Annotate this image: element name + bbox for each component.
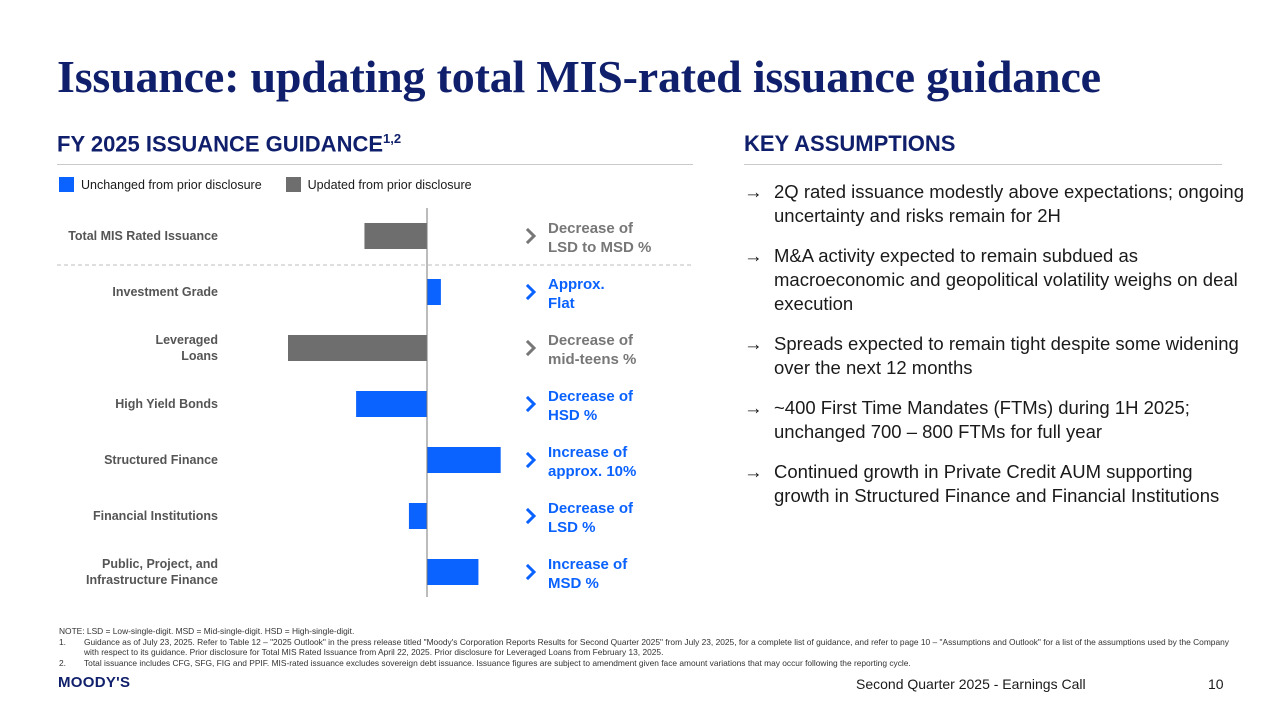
chevron-right-icon	[525, 507, 537, 525]
category-label: Leveraged Loans	[155, 333, 218, 363]
legend-item-unchanged: Unchanged from prior disclosure	[59, 177, 262, 192]
slide-title: Issuance: updating total MIS-rated issua…	[57, 51, 1101, 102]
bar	[427, 279, 441, 305]
assumptions-heading: KEY ASSUMPTIONS	[744, 131, 956, 156]
assumption-item: → 2Q rated issuance modestly above expect…	[744, 180, 1244, 228]
category-label: High Yield Bonds	[115, 397, 218, 411]
category-label: Investment Grade	[112, 285, 218, 299]
footnotes: NOTE: LSD = Low-single-digit. MSD = Mid-…	[59, 626, 1229, 668]
guidance-heading: FY 2025 ISSUANCE GUIDANCE1,2	[57, 131, 401, 157]
arrow-icon: →	[744, 397, 763, 418]
footnote-1: 1. Guidance as of July 23, 2025. Refer t…	[59, 637, 1229, 658]
issuance-guidance-chart: Total MIS Rated Issuance Decrease of LSD t…	[57, 208, 693, 597]
footnote-1-text: Guidance as of July 23, 2025. Refer to T…	[84, 636, 1229, 658]
assumption-item: → Spreads expected to remain tight despit…	[744, 332, 1244, 380]
bar	[288, 335, 427, 361]
chevron-right-icon	[525, 339, 537, 357]
footnote-2-number: 2.	[59, 657, 66, 668]
guidance-heading-rule	[57, 164, 693, 165]
arrow-icon: →	[744, 181, 763, 202]
chevron-right-icon	[525, 227, 537, 245]
guidance-label: Decrease of LSD to MSD %	[548, 220, 651, 256]
legend-swatch-unchanged	[59, 177, 74, 192]
chart-legend: Unchanged from prior disclosure Updated …	[59, 177, 496, 192]
assumption-text: Spreads expected to remain tight despite…	[774, 333, 1239, 378]
assumption-item: → Continued growth in Private Credit AUM …	[744, 460, 1244, 508]
footnote-1-number: 1.	[59, 636, 66, 647]
arrow-icon: →	[744, 461, 763, 482]
guidance-label: Decrease of HSD %	[548, 388, 634, 424]
category-label: Total MIS Rated Issuance	[68, 229, 218, 243]
footer-text: Second Quarter 2025 - Earnings Call	[856, 676, 1086, 692]
chevron-right-icon	[525, 563, 537, 581]
guidance-label: Increase of approx. 10%	[548, 444, 636, 480]
legend-label-updated: Updated from prior disclosure	[307, 177, 472, 192]
assumptions-list: → 2Q rated issuance modestly above expect…	[744, 180, 1244, 524]
chevron-right-icon	[525, 395, 537, 413]
assumptions-heading-rule	[744, 164, 1222, 165]
guidance-heading-superscript: 1,2	[383, 131, 402, 146]
bar	[364, 223, 427, 249]
legend-label-unchanged: Unchanged from prior disclosure	[81, 177, 262, 192]
legend-item-updated: Updated from prior disclosure	[285, 177, 472, 192]
arrow-icon: →	[744, 245, 763, 266]
legend-swatch-updated	[285, 177, 301, 192]
category-label: Public, Project, and Infrastructure Finan…	[86, 557, 218, 587]
assumption-item: → M&A activity expected to remain subdued…	[744, 244, 1244, 316]
guidance-label: Approx. Flat	[548, 276, 605, 312]
assumption-item: → ~400 First Time Mandates (FTMs) during …	[744, 396, 1244, 444]
guidance-heading-text: FY 2025 ISSUANCE GUIDANCE	[57, 131, 384, 157]
guidance-label: Decrease of LSD %	[548, 500, 634, 536]
bar	[427, 447, 501, 473]
assumption-text: 2Q rated issuance modestly above expecta…	[774, 181, 1244, 226]
guidance-label: Increase of MSD %	[548, 556, 628, 592]
footnote-note: NOTE: LSD = Low-single-digit. MSD = Mid-…	[59, 626, 355, 636]
footnote-2-text: Total issuance includes CFG, SFG, FIG an…	[84, 657, 911, 668]
bar	[427, 559, 479, 585]
arrow-icon: →	[744, 333, 763, 354]
category-label: Financial Institutions	[93, 509, 218, 523]
chevron-right-icon	[525, 283, 537, 301]
assumption-text: M&A activity expected to remain subdued …	[774, 245, 1238, 314]
footnote-2: 2. Total issuance includes CFG, SFG, FIG…	[59, 658, 1229, 669]
chevron-right-icon	[525, 451, 537, 469]
guidance-label: Decrease of mid-teens %	[548, 332, 636, 368]
bar	[408, 503, 427, 529]
category-label: Structured Finance	[104, 453, 218, 467]
page-number: 10	[1208, 676, 1224, 692]
assumption-text: ~400 First Time Mandates (FTMs) during 1…	[774, 397, 1190, 442]
moodys-logo: MOODY'S	[58, 674, 131, 691]
bar	[356, 391, 427, 417]
assumption-text: Continued growth in Private Credit AUM s…	[774, 461, 1220, 506]
